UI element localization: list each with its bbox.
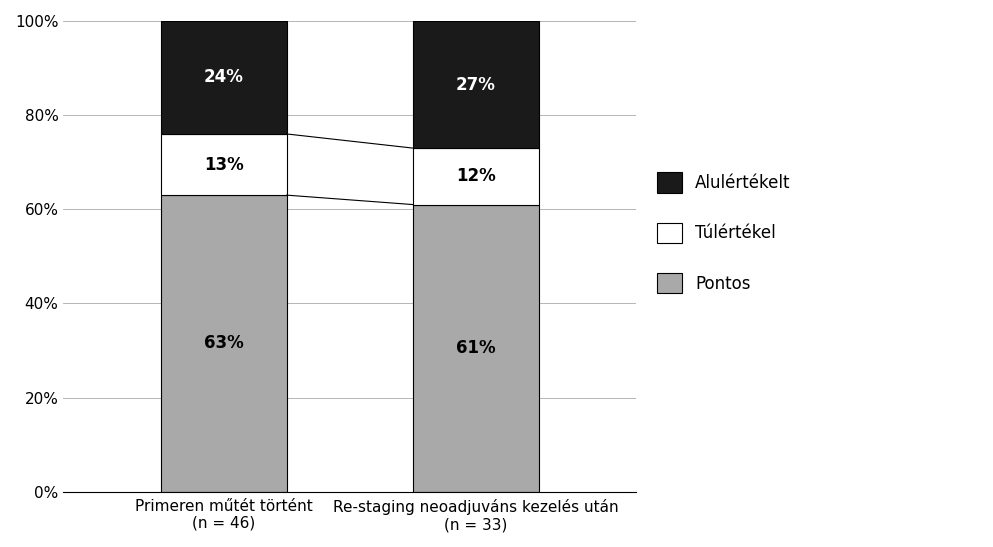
Bar	[161, 134, 287, 195]
Legend: Alulértékelt, Túlértékel, Pontos: Alulértékelt, Túlértékel, Pontos	[650, 166, 797, 300]
Text: 27%: 27%	[456, 75, 496, 94]
Bar	[413, 21, 539, 148]
Text: 12%: 12%	[456, 167, 496, 185]
Bar	[161, 195, 287, 492]
Text: 61%: 61%	[456, 339, 496, 357]
Text: 63%: 63%	[204, 334, 243, 352]
Bar	[413, 205, 539, 492]
Text: 13%: 13%	[204, 155, 243, 173]
Text: 24%: 24%	[204, 68, 243, 86]
Bar	[161, 21, 287, 134]
Bar	[413, 148, 539, 205]
